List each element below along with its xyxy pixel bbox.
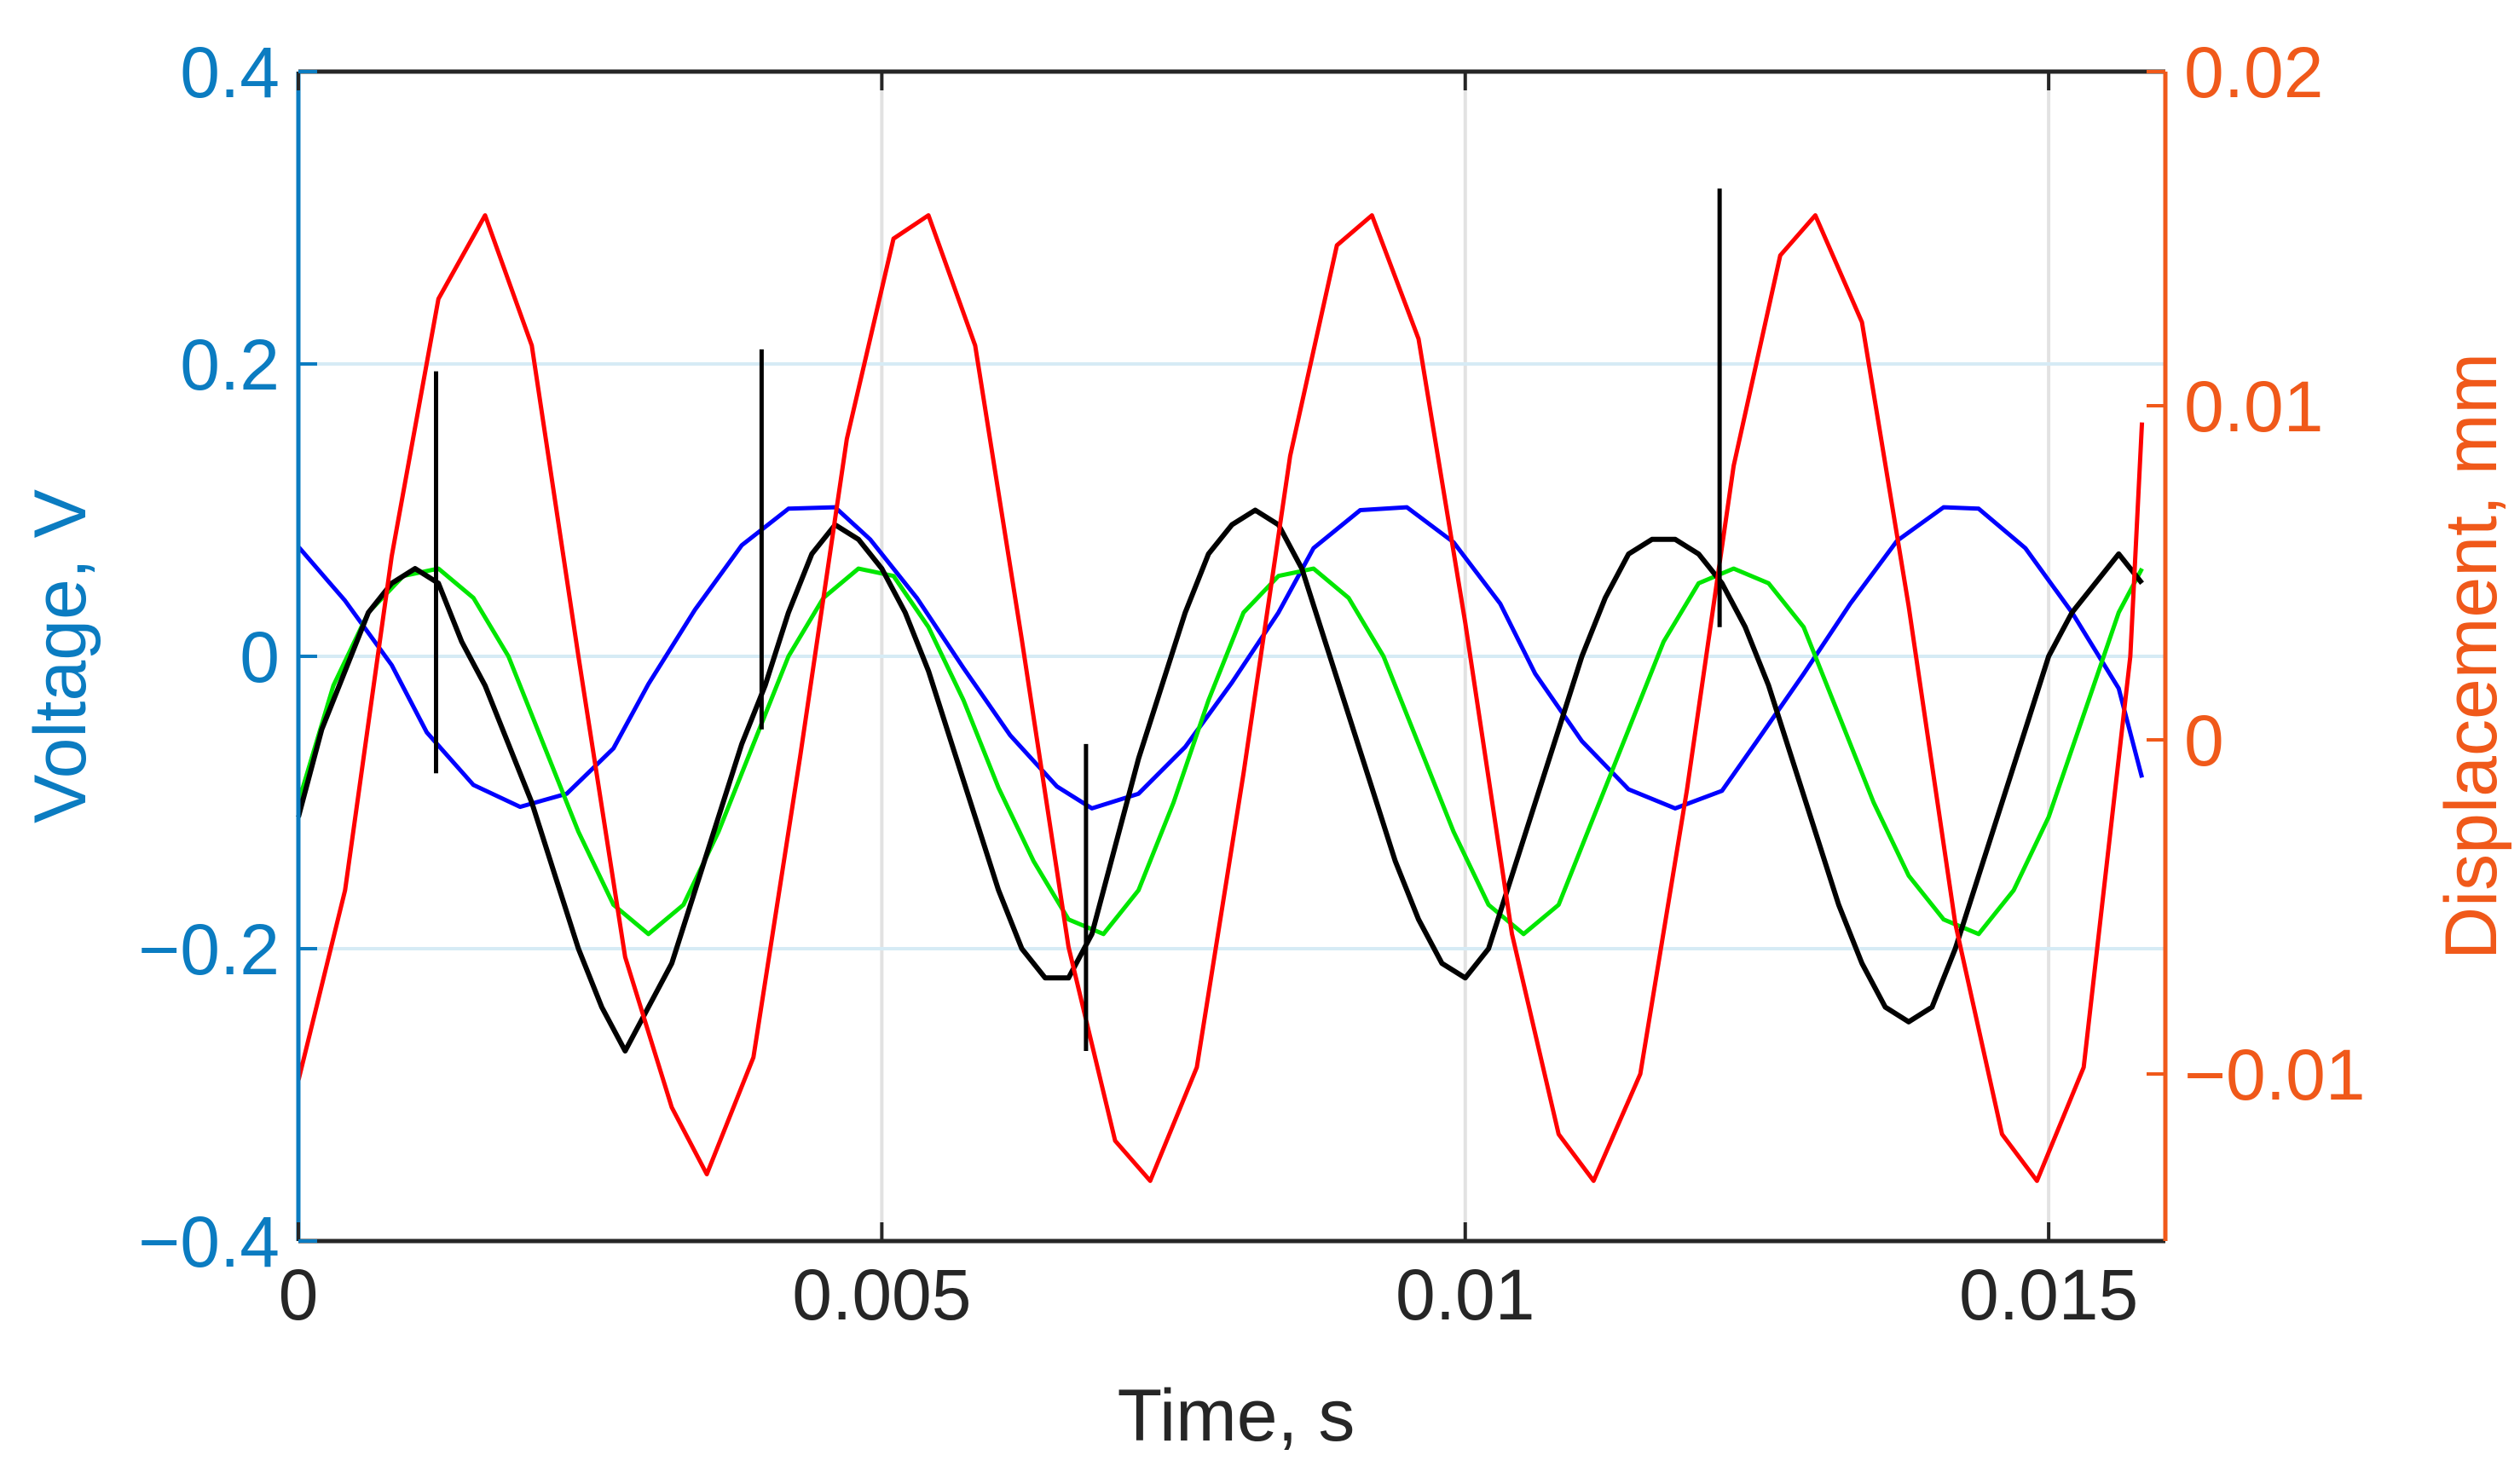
x-tick-label-3: 0.015 bbox=[1959, 1255, 2138, 1335]
y-left-tick-label-3: 0.2 bbox=[180, 325, 280, 405]
x-tick-label-0: 0 bbox=[279, 1255, 319, 1335]
y-right-tick-label-3: 0.02 bbox=[2184, 32, 2324, 113]
y-left-tick-label-4: 0.4 bbox=[180, 32, 280, 113]
y-right-tick-label-0: −0.01 bbox=[2184, 1035, 2366, 1115]
y-axis-left-label: Voltage, V bbox=[20, 489, 101, 823]
green-series-line bbox=[296, 566, 2144, 937]
y-axis-right-label: Displacement, mm bbox=[2430, 353, 2512, 960]
tick-labels: 0 0.005 0.01 0.015 −0.4 −0.2 0 0.2 0.4 −0.01 0 0.01… bbox=[138, 32, 2365, 1335]
blue-series-line bbox=[297, 505, 2145, 811]
plot-series bbox=[296, 188, 2145, 1183]
y-left-tick-label-1: −0.2 bbox=[138, 909, 280, 990]
y-right-tick-label-1: 0 bbox=[2184, 701, 2224, 781]
x-tick-label-1: 0.005 bbox=[792, 1255, 971, 1335]
red-series-line bbox=[296, 213, 2145, 1183]
x-axis-label: Time, s bbox=[1118, 1375, 1355, 1457]
y-left-tick-label-0: −0.4 bbox=[138, 1202, 280, 1282]
y-right-tick-label-2: 0.01 bbox=[2184, 367, 2324, 447]
black-series-line bbox=[296, 507, 2144, 1054]
x-tick-label-2: 0.01 bbox=[1396, 1255, 1535, 1335]
y-left-tick-label-2: 0 bbox=[240, 617, 280, 697]
